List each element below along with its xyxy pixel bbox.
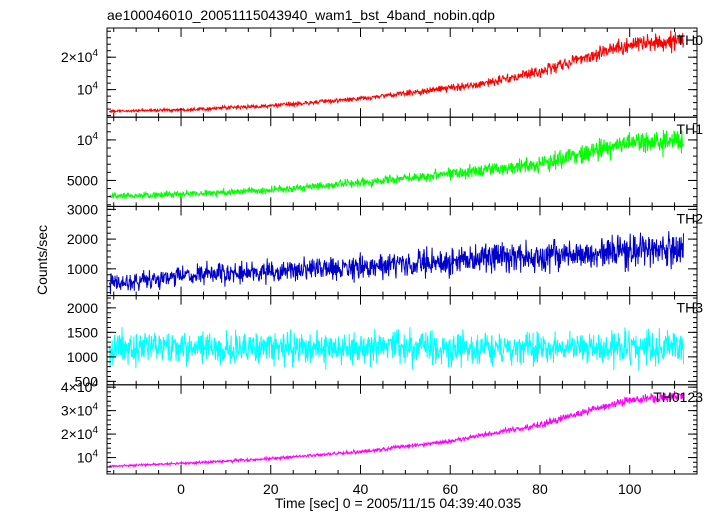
x-tick-label: 100 bbox=[618, 481, 642, 497]
y-tick-label: 104 bbox=[77, 81, 99, 98]
panel-th0: 104 2×104 TH0 bbox=[61, 27, 704, 118]
series-line-th2 bbox=[108, 231, 684, 295]
panel-th2: 1000 2000 3000 TH2 bbox=[67, 201, 704, 297]
y-tick-label: 2×104 bbox=[61, 425, 99, 442]
y-tick-label: 2×104 bbox=[61, 48, 99, 65]
y-tick-label: 3×104 bbox=[61, 402, 99, 419]
series-line-th3 bbox=[108, 327, 684, 371]
panel-th1: 5000 104 TH1 bbox=[67, 116, 704, 207]
series-line-th0123 bbox=[108, 390, 684, 469]
x-tick-labels: 0 20 40 60 80 100 bbox=[177, 481, 641, 497]
panel-label-th3: TH3 bbox=[677, 300, 704, 316]
panel-th0123: 104 2×104 3×104 4×104 TH0123 bbox=[61, 378, 703, 475]
x-tick-label: 80 bbox=[532, 481, 548, 497]
y-tick-label: 1000 bbox=[67, 261, 98, 277]
x-tick-label: 60 bbox=[442, 481, 458, 497]
y-tick-label: 3000 bbox=[67, 201, 98, 217]
panel-label-th0: TH0 bbox=[677, 32, 704, 48]
series-line-th1 bbox=[108, 129, 684, 200]
x-tick-label: 0 bbox=[177, 481, 185, 497]
series-line-th0 bbox=[108, 30, 684, 114]
y-axis-label: Counts/sec bbox=[34, 225, 50, 295]
y-tick-label: 4×104 bbox=[61, 378, 99, 395]
y-tick-label: 2000 bbox=[67, 231, 98, 247]
y-tick-label: 1000 bbox=[67, 349, 98, 365]
y-tick-label: 1500 bbox=[67, 324, 98, 340]
panel-frame bbox=[106, 27, 698, 118]
y-tick-label: 104 bbox=[77, 449, 99, 466]
panel-label-th0123: TH0123 bbox=[653, 389, 703, 405]
x-tick-label: 40 bbox=[353, 481, 369, 497]
y-tick-label: 2000 bbox=[67, 300, 98, 316]
x-axis-label: Time [sec] 0 = 2005/11/15 04:39:40.035 bbox=[275, 495, 522, 511]
panel-label-th2: TH2 bbox=[677, 210, 704, 226]
panel-th3: 500 1000 1500 2000 TH3 bbox=[67, 295, 704, 389]
panel-frame bbox=[106, 295, 698, 386]
panel-label-th1: TH1 bbox=[677, 121, 704, 137]
x-tick-label: 20 bbox=[263, 481, 279, 497]
panel-frame bbox=[106, 384, 698, 475]
y-tick-label: 5000 bbox=[67, 172, 98, 188]
chart-title: ae100046010_20051115043940_wam1_bst_4ban… bbox=[107, 7, 495, 23]
y-tick-label: 104 bbox=[77, 131, 99, 148]
y-tick-label: 500 bbox=[75, 373, 99, 389]
